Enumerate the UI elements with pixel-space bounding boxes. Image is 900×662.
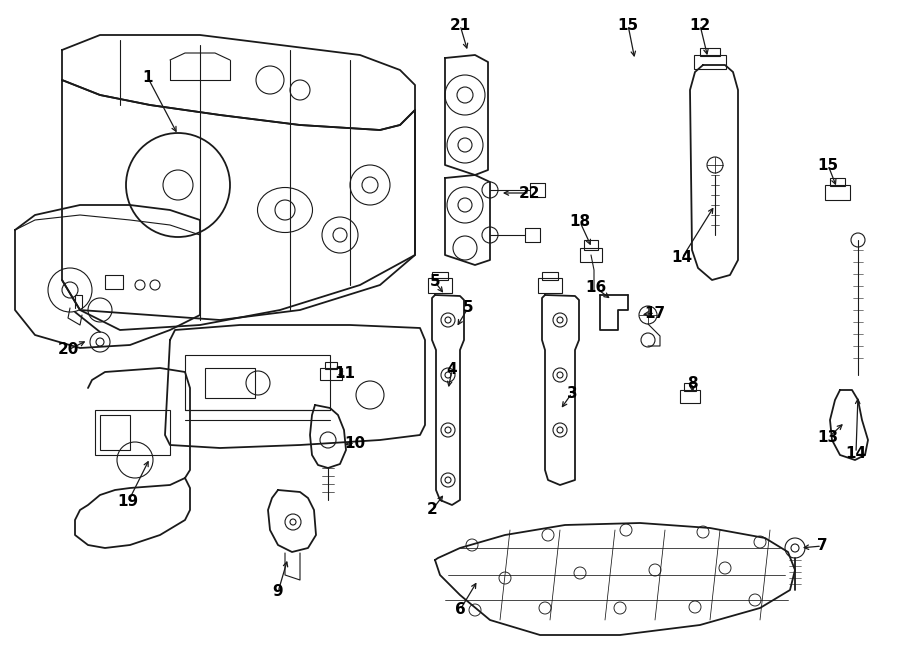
Text: 21: 21 — [449, 17, 471, 32]
Bar — [684, 383, 696, 391]
Text: 2: 2 — [427, 502, 437, 518]
Text: 3: 3 — [567, 385, 577, 401]
Bar — [830, 178, 845, 186]
Text: 1: 1 — [143, 70, 153, 85]
Bar — [700, 48, 720, 56]
Bar — [538, 278, 562, 293]
Bar — [428, 278, 452, 293]
Bar — [205, 368, 255, 398]
Bar — [432, 272, 448, 280]
Text: 14: 14 — [845, 446, 867, 461]
Text: 5: 5 — [429, 275, 440, 289]
Text: 4: 4 — [446, 363, 457, 377]
Text: 13: 13 — [817, 430, 839, 446]
Text: 8: 8 — [687, 375, 698, 391]
Bar — [694, 55, 726, 69]
Text: 18: 18 — [570, 214, 590, 230]
Text: 22: 22 — [519, 185, 541, 201]
Bar — [100, 415, 130, 450]
Text: 16: 16 — [585, 281, 607, 295]
Text: 15: 15 — [817, 158, 839, 173]
Text: 19: 19 — [117, 495, 139, 510]
Bar — [580, 248, 602, 262]
Bar — [105, 275, 123, 289]
Text: 10: 10 — [345, 436, 365, 451]
Text: 9: 9 — [273, 585, 284, 600]
Text: 5: 5 — [463, 301, 473, 316]
Text: 15: 15 — [617, 17, 639, 32]
Bar — [542, 272, 558, 280]
Text: 17: 17 — [644, 305, 666, 320]
Bar — [185, 355, 330, 410]
Bar — [95, 410, 170, 455]
Bar — [825, 185, 850, 200]
Bar — [680, 390, 700, 403]
Text: 12: 12 — [689, 17, 711, 32]
Text: 20: 20 — [58, 342, 78, 357]
Text: 11: 11 — [335, 365, 356, 381]
Bar — [320, 368, 342, 380]
Bar — [584, 240, 598, 250]
Text: 6: 6 — [454, 602, 465, 618]
Bar — [325, 362, 337, 369]
Text: 7: 7 — [816, 538, 827, 553]
Text: 14: 14 — [671, 250, 693, 265]
